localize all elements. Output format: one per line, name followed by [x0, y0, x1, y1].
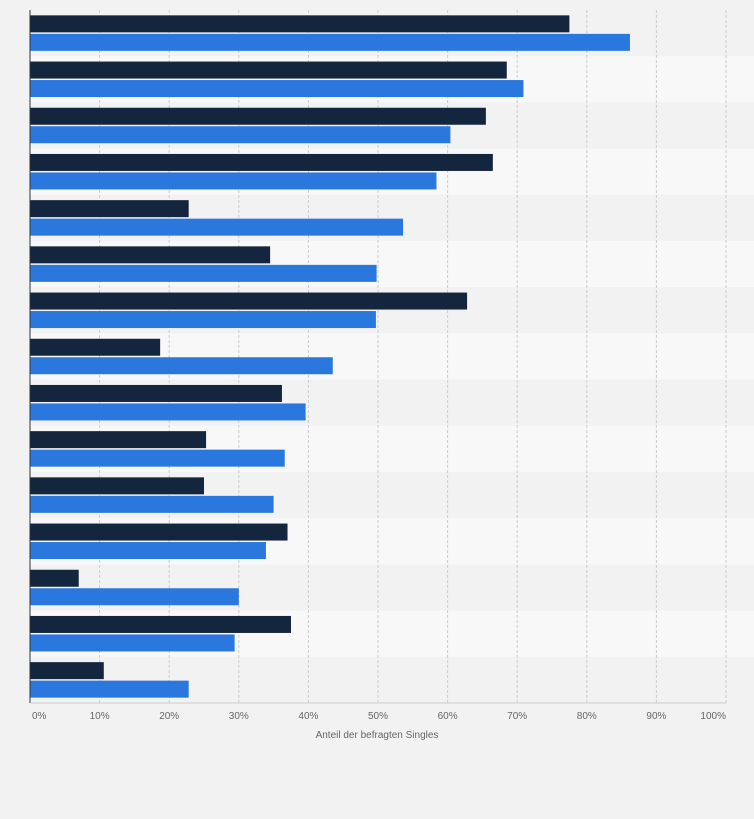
bar-series-2: [30, 264, 377, 282]
bar-series-1: [30, 61, 507, 79]
bar-series-2: [30, 357, 333, 375]
x-tick-label: 50%: [368, 711, 388, 722]
bar-series-2: [30, 172, 437, 190]
bar-series-1: [30, 569, 79, 587]
bar-series-1: [30, 615, 291, 633]
x-tick-label: 60%: [438, 711, 458, 722]
x-tick-label: 30%: [229, 711, 249, 722]
x-tick-label: 70%: [507, 711, 527, 722]
bar-series-1: [30, 338, 161, 356]
gridlines: [99, 10, 727, 703]
bar-series-2: [30, 449, 285, 467]
x-axis-title: Anteil der befragten Singles: [316, 730, 439, 741]
bar-series-1: [30, 384, 282, 402]
bar-series-1: [30, 200, 189, 218]
x-tick-label: 10%: [90, 711, 110, 722]
x-tick-label: 40%: [298, 711, 318, 722]
bar-series-1: [30, 107, 486, 125]
bar-series-1: [30, 477, 204, 495]
bar-series-2: [30, 680, 189, 698]
bar-series-2: [30, 311, 376, 329]
bar-series-1: [30, 662, 104, 680]
bar-series-2: [30, 80, 524, 98]
bar-series-2: [30, 495, 274, 513]
axes: [29, 10, 726, 704]
bar-series-1: [30, 431, 207, 449]
bars: [30, 15, 630, 698]
x-tick-label: 20%: [159, 711, 179, 722]
bar-series-2: [30, 126, 451, 144]
bar-series-2: [30, 542, 266, 560]
bar-series-2: [30, 403, 306, 421]
x-tick-label: 90%: [646, 711, 666, 722]
bar-series-1: [30, 246, 271, 264]
bar-series-1: [30, 523, 288, 541]
bar-series-1: [30, 292, 468, 310]
bar-series-2: [30, 634, 235, 652]
bar-series-2: [30, 218, 404, 236]
x-tick-label: 100%: [700, 711, 726, 722]
bar-series-2: [30, 33, 630, 51]
x-tick-labels: 0% 10% 20% 30% 40% 50% 60% 70% 80% 90% 100%: [32, 711, 726, 722]
x-tick-label: 0%: [32, 711, 47, 722]
bar-series-1: [30, 153, 493, 171]
bar-series-1: [30, 15, 570, 33]
x-tick-label: 80%: [577, 711, 597, 722]
bar-series-2: [30, 588, 239, 606]
